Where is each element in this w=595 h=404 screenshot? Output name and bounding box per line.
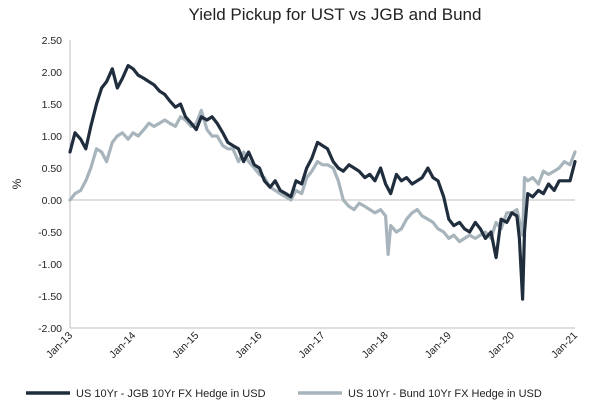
- series-lines: [68, 63, 577, 301]
- y-axis-label: %: [10, 178, 24, 189]
- y-tick-label: 2.50: [42, 35, 63, 47]
- y-tick-label: 0.00: [42, 195, 63, 207]
- y-tick-label: 0.50: [42, 163, 63, 175]
- chart-axes: [69, 40, 575, 329]
- x-tick-label: Jan-17: [296, 330, 327, 361]
- x-tick-labels: Jan-13 Jan-14 Jan-15 Jan-16 Jan-17 Jan-18 Jan-…: [44, 330, 580, 361]
- chart-title: Yield Pickup for UST vs JGB and Bund: [189, 5, 482, 24]
- x-tick-label: Jan-15: [170, 330, 201, 361]
- y-tick-label: -2.00: [38, 323, 62, 335]
- y-tick-label: 2.00: [42, 67, 63, 79]
- series-line-jgb: [68, 63, 577, 301]
- x-tick-label: Jan-16: [233, 330, 264, 361]
- chart-legend: US 10Yr - JGB 10Yr FX Hedge in USD US 10…: [26, 388, 542, 400]
- y-tick-label: -0.50: [38, 227, 62, 239]
- y-tick-label: -1.50: [38, 291, 62, 303]
- x-tick-label: Jan-14: [107, 330, 138, 361]
- y-tick-label: 1.00: [42, 131, 63, 143]
- y-tick-labels: 2.50 2.00 1.50 1.00 0.50 0.00 -0.50 -1.00 -1.50 -…: [38, 35, 62, 335]
- y-tick-label: 1.50: [42, 99, 63, 111]
- x-tick-label: Jan-19: [423, 330, 454, 361]
- x-tick-label: Jan-18: [360, 330, 391, 361]
- x-tick-label: Jan-20: [486, 330, 517, 361]
- legend-label-jgb: US 10Yr - JGB 10Yr FX Hedge in USD: [76, 388, 266, 400]
- y-tick-label: -1.00: [38, 259, 62, 271]
- legend-label-bund: US 10Yr - Bund 10Yr FX Hedge in USD: [348, 388, 542, 400]
- x-tick-label: Jan-21: [549, 330, 580, 361]
- series-line-bund: [68, 108, 577, 256]
